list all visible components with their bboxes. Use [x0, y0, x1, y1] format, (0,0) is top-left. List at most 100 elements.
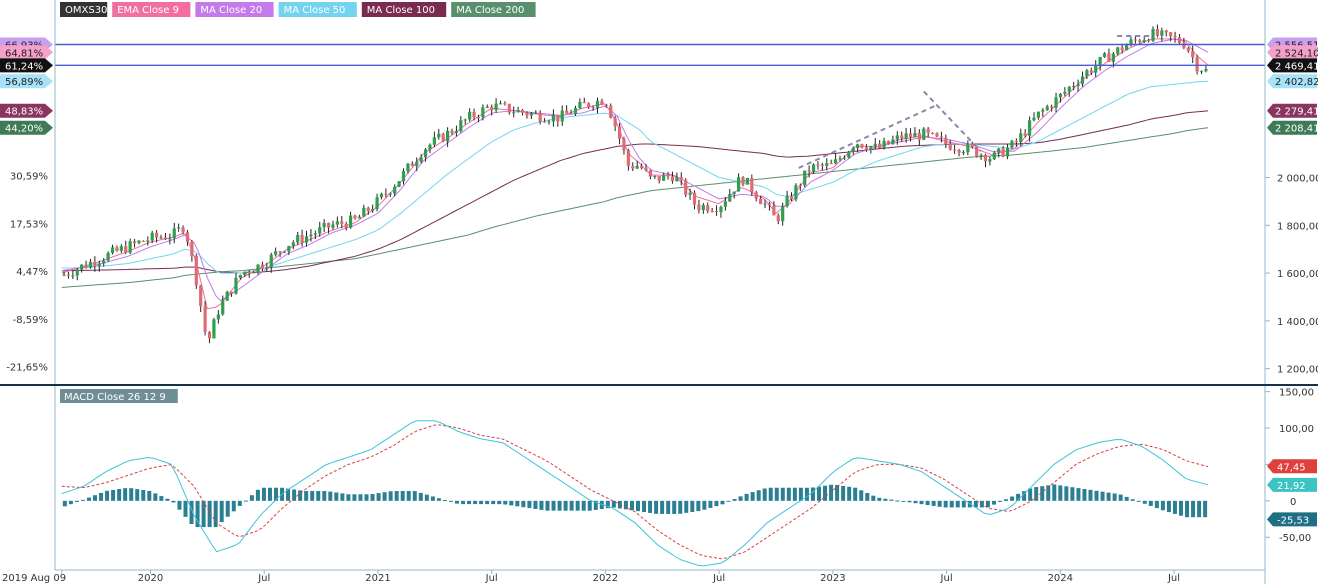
macd-histogram-bar [430, 496, 435, 501]
macd-histogram-bar [255, 489, 260, 501]
price-panel [55, 24, 1265, 344]
macd-histogram-bar [587, 500, 592, 511]
price-badge [1267, 120, 1317, 135]
macd-histogram-bar [1112, 493, 1117, 501]
candle-body [481, 107, 485, 118]
macd-histogram-bar [177, 500, 182, 510]
pct-badge-label: 44,20% [5, 124, 43, 135]
price-badge [1267, 45, 1317, 60]
candle-body [851, 148, 855, 152]
pct-badge [0, 120, 53, 135]
candle-body [110, 247, 115, 254]
candle-body [119, 246, 123, 251]
macd-histogram-bar [491, 500, 496, 505]
macd-histogram-bar [80, 499, 85, 501]
macd-histogram-bar [702, 500, 707, 510]
macd-histogram-bar [86, 497, 91, 501]
y-tick-label: 2 000,00 [1277, 173, 1318, 184]
macd-histogram-bar [1197, 500, 1202, 518]
candle-body [410, 163, 414, 167]
macd-histogram-bar [883, 498, 888, 501]
macd-histogram-bar [768, 487, 773, 501]
macd-histogram-bar [286, 488, 291, 501]
candle-body [1027, 120, 1032, 136]
macd-badge-label: 21,92 [1277, 481, 1306, 492]
candle-body [631, 165, 635, 169]
candle-body [600, 100, 604, 105]
macd-histogram-bar [485, 500, 490, 505]
candle-body [97, 263, 101, 266]
macd-histogram-bar [635, 500, 640, 512]
x-tick-label: Jul [940, 573, 953, 584]
macd-histogram-bar [298, 490, 303, 501]
candle-body [1173, 36, 1177, 38]
candle-body [1160, 30, 1164, 36]
candle-body [326, 222, 331, 228]
macd-histogram-bar [690, 500, 695, 512]
price-badge-label: 2 469,41 [1275, 61, 1318, 72]
candle-body [1010, 140, 1014, 148]
macd-histogram-bar [424, 494, 429, 501]
candle-body [1045, 106, 1049, 110]
pct-tick-label: 4,47% [16, 267, 48, 278]
macd-histogram-bar [376, 493, 381, 501]
candle-body [714, 211, 719, 213]
candle-body [415, 161, 419, 167]
candle-body [454, 131, 459, 133]
candle-body [1151, 28, 1155, 41]
candle-body [675, 177, 679, 182]
candle-body [807, 170, 811, 172]
candle-body [450, 130, 454, 133]
macd-histogram-bar [418, 492, 423, 501]
macd-histogram-bar [1166, 500, 1171, 513]
macd-histogram-bar [780, 487, 785, 501]
macd-histogram-bar [388, 491, 393, 501]
candle-body [498, 103, 503, 105]
candle-body [1204, 69, 1208, 72]
candle-body [300, 235, 304, 243]
candle-body [349, 215, 353, 228]
candle-body [1054, 97, 1058, 108]
candle-body [207, 331, 212, 339]
candle-body [1191, 50, 1195, 58]
macd-histogram-bar [666, 500, 671, 514]
candle-body [84, 264, 88, 268]
candle-body [754, 192, 758, 199]
macd-histogram-bar [165, 498, 170, 501]
candle-body [741, 177, 745, 185]
candle-body [1102, 53, 1107, 58]
macd-badge [1267, 512, 1317, 527]
macd-badge-label: 47,45 [1277, 462, 1306, 473]
macd-histogram-bar [533, 500, 538, 509]
macd-histogram-bar [304, 491, 309, 501]
macd-y-tick-label: -50,00 [1279, 533, 1311, 544]
candle-body [569, 113, 573, 115]
candle-body [975, 146, 979, 157]
candle-body [419, 157, 423, 162]
price-badge-label: 2 279,41 [1275, 107, 1318, 118]
candle-body [1005, 147, 1010, 157]
macd-histogram-bar [153, 493, 158, 501]
ema9-line [61, 38, 1209, 310]
macd-histogram-bar [943, 500, 948, 508]
pct-badge [0, 45, 53, 60]
candle-body [1169, 32, 1173, 37]
macd-histogram-bar [62, 500, 67, 507]
macd-histogram-bar [201, 500, 206, 528]
candle-body [490, 106, 494, 111]
macd-histogram-bar [605, 500, 610, 509]
candle-body [1120, 47, 1124, 51]
candle-body [961, 152, 966, 154]
candle-body [375, 197, 379, 210]
macd-histogram-bar [527, 500, 532, 509]
candle-body [811, 164, 816, 172]
candle-body [252, 272, 256, 274]
ma20-line [61, 38, 1209, 302]
macd-histogram-bar [1052, 484, 1057, 501]
candle-body [1080, 76, 1085, 85]
macd-histogram-bar [400, 491, 405, 501]
macd-histogram-bar [1058, 485, 1063, 501]
candle-body [847, 151, 851, 158]
candle-body [591, 106, 595, 108]
candle-body [503, 103, 507, 105]
